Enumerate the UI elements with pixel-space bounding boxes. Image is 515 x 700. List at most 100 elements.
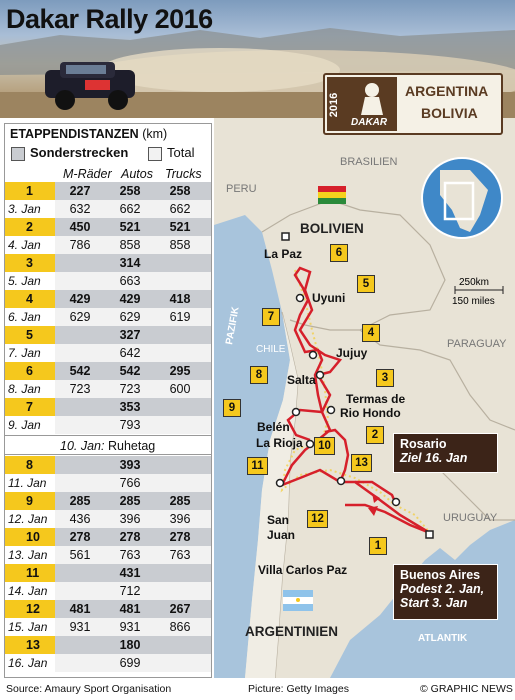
label-chile: CHILE	[256, 344, 286, 355]
rest-day-row: 10. Jan: Ruhetag	[5, 435, 211, 455]
total-bg	[55, 654, 211, 672]
special-bg	[55, 182, 211, 200]
stage-date: 9. Jan	[8, 418, 41, 432]
stage-marker-5: 5	[357, 275, 375, 293]
total-distance: 663	[119, 274, 141, 288]
stage-row-special: 8 393	[5, 456, 211, 474]
legend-swatch-special	[11, 147, 25, 161]
footer-credit: © GRAPHIC NEWS	[420, 683, 513, 695]
rest-day-label: Ruhetag	[107, 439, 156, 453]
route-map: BRASILIEN PERU PARAGUAY CHILE URUGUAY BO…	[214, 118, 515, 678]
stage-number: 3	[5, 254, 55, 272]
locator-globe	[421, 157, 503, 239]
special-distance: 481	[69, 602, 91, 616]
total-distance: 632	[69, 202, 91, 216]
city-dot-la-rioja	[305, 439, 315, 449]
special-distance: 267	[169, 602, 191, 616]
label-uruguay: URUGUAY	[443, 512, 498, 524]
label-salta: Salta	[287, 373, 316, 387]
special-bg	[55, 636, 211, 654]
total-distance: 629	[119, 310, 141, 324]
special-bg	[55, 218, 211, 236]
stage-row-total: 6. Jan 629 629 619	[5, 308, 211, 326]
stage-row-total: 14. Jan 712	[5, 582, 211, 600]
buenos-aires-note-1: Podest 2. Jan,	[400, 582, 485, 596]
total-bg	[55, 200, 211, 218]
stage-number: 10	[5, 528, 55, 546]
label-belen: Belén	[257, 420, 290, 434]
special-bg	[55, 254, 211, 272]
total-distance: 766	[119, 476, 141, 490]
total-bg	[55, 236, 211, 254]
total-bg	[55, 308, 211, 326]
dakar-logo: 2016 DAKAR ARGENTINA BOLIVIA	[323, 73, 503, 135]
stage-number: 12	[5, 600, 55, 618]
stage-marker-2: 2	[366, 426, 384, 444]
special-distance: 542	[69, 364, 91, 378]
stage-marker-12: 12	[307, 510, 328, 528]
special-bg	[55, 326, 211, 344]
footer-picture: Picture: Getty Images	[248, 683, 349, 695]
total-distance: 786	[69, 238, 91, 252]
stage-marker-9: 9	[223, 399, 241, 417]
stage-date: 3. Jan	[8, 202, 41, 216]
logo-country-1: ARGENTINA	[405, 83, 489, 99]
special-distance: 481	[119, 602, 141, 616]
land	[214, 118, 515, 678]
special-bg	[55, 456, 211, 474]
label-brasil: BRASILIEN	[340, 156, 398, 168]
rest-day-date: 10. Jan:	[60, 439, 105, 453]
stage-marker-13: 13	[351, 454, 372, 472]
total-distance: 629	[69, 310, 91, 324]
city-dot-jujuy	[308, 350, 318, 360]
special-distance: 521	[169, 220, 191, 234]
table-title: ETAPPENDISTANZEN (km)	[10, 127, 168, 141]
stage-row-special: 12 481 481 267	[5, 600, 211, 618]
total-distance: 662	[119, 202, 141, 216]
special-distance: 450	[69, 220, 91, 234]
special-bg	[55, 600, 211, 618]
special-distance: 285	[69, 494, 91, 508]
stage-number: 13	[5, 636, 55, 654]
special-distance: 227	[69, 184, 91, 198]
total-distance: 931	[69, 620, 91, 634]
stage-number: 9	[5, 492, 55, 510]
special-distance: 429	[119, 292, 141, 306]
label-argentina: ARGENTINIEN	[245, 624, 338, 639]
total-bg	[55, 272, 211, 290]
stage-marker-11: 11	[247, 457, 268, 475]
city-dot-belen	[291, 407, 301, 417]
rally-route	[279, 266, 431, 535]
city-dot-uyuni	[295, 293, 305, 303]
city-dots	[275, 293, 401, 507]
total-bg	[55, 510, 211, 528]
special-bg	[55, 290, 211, 308]
logo-brand: DAKAR	[351, 117, 388, 128]
special-distance: 278	[169, 530, 191, 544]
route-arrow	[372, 493, 380, 503]
label-atlantic: ATLANTIK	[418, 633, 468, 644]
total-bg	[55, 416, 211, 434]
total-distance: 396	[119, 512, 141, 526]
argentina-flag	[283, 590, 313, 611]
stage-row-total: 13. Jan 561 763 763	[5, 546, 211, 564]
bolivia-flag	[318, 186, 346, 204]
total-distance: 723	[119, 382, 141, 396]
total-distance: 763	[119, 548, 141, 562]
stage-row-total: 15. Jan 931 931 866	[5, 618, 211, 636]
special-distance: 258	[169, 184, 191, 198]
stage-number: 8	[5, 456, 55, 474]
stage-row-special: 1 227 258 258	[5, 182, 211, 200]
stage-row-total: 8. Jan 723 723 600	[5, 380, 211, 398]
legend-total-label: Total	[167, 145, 195, 160]
stage-number: 11	[5, 564, 55, 582]
stage-row-total: 4. Jan 786 858 858	[5, 236, 211, 254]
special-distance: 278	[69, 530, 91, 544]
label-paraguay: PARAGUAY	[447, 338, 507, 350]
city-dot-salta	[315, 370, 325, 380]
label-la-rioja: La Rioja	[256, 436, 303, 450]
total-distance: 866	[169, 620, 191, 634]
stage-number: 1	[5, 182, 55, 200]
total-distance: 712	[119, 584, 141, 598]
total-distance: 763	[169, 548, 191, 562]
